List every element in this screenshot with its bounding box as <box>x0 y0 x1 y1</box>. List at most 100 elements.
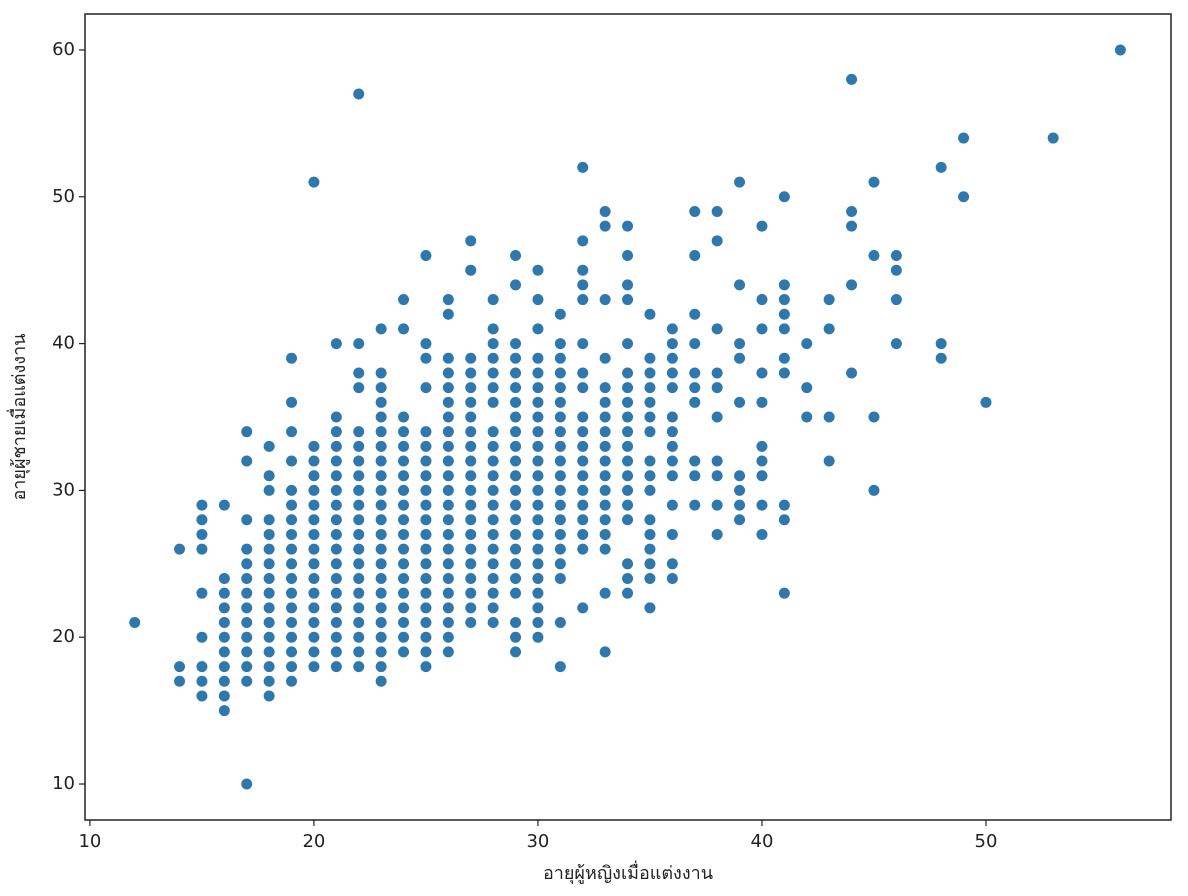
point <box>375 631 387 643</box>
point <box>241 675 253 687</box>
point <box>846 73 858 85</box>
point <box>353 382 365 394</box>
point <box>577 543 589 555</box>
point <box>689 396 701 408</box>
point <box>218 617 230 629</box>
point <box>644 470 656 482</box>
point <box>778 279 790 291</box>
point <box>644 558 656 570</box>
point <box>510 528 522 540</box>
point <box>622 411 634 423</box>
point <box>286 661 298 673</box>
point <box>644 572 656 584</box>
point <box>599 220 611 232</box>
point <box>554 455 566 467</box>
point <box>487 455 499 467</box>
point <box>577 367 589 379</box>
point <box>129 617 141 629</box>
point <box>622 294 634 306</box>
x-tick-label: 30 <box>526 831 549 852</box>
point <box>666 440 678 452</box>
point <box>487 470 499 482</box>
point <box>442 617 454 629</box>
point <box>532 587 544 599</box>
point <box>510 631 522 643</box>
point <box>644 382 656 394</box>
point <box>622 220 634 232</box>
point <box>420 572 432 584</box>
point <box>510 543 522 555</box>
point <box>241 572 253 584</box>
point <box>420 250 432 262</box>
point <box>442 602 454 614</box>
point <box>263 558 275 570</box>
point <box>218 631 230 643</box>
point <box>465 528 477 540</box>
point <box>398 411 410 423</box>
point <box>599 470 611 482</box>
point <box>711 470 723 482</box>
point <box>577 411 589 423</box>
point <box>689 250 701 262</box>
point <box>487 514 499 526</box>
point <box>487 352 499 364</box>
point <box>241 631 253 643</box>
point <box>756 470 768 482</box>
point <box>465 617 477 629</box>
point <box>622 470 634 482</box>
point <box>286 528 298 540</box>
point <box>599 528 611 540</box>
point <box>554 426 566 438</box>
point <box>330 338 342 350</box>
point <box>846 220 858 232</box>
point <box>846 205 858 217</box>
point <box>622 279 634 291</box>
point <box>442 587 454 599</box>
point <box>398 514 410 526</box>
point <box>980 396 992 408</box>
point <box>330 543 342 555</box>
point <box>599 499 611 511</box>
point <box>353 338 365 350</box>
point <box>577 338 589 350</box>
point <box>308 499 320 511</box>
point <box>532 455 544 467</box>
point <box>622 367 634 379</box>
point <box>734 396 746 408</box>
point <box>330 587 342 599</box>
point <box>420 499 432 511</box>
point <box>308 587 320 599</box>
point <box>218 690 230 702</box>
point <box>442 396 454 408</box>
point <box>532 426 544 438</box>
point <box>263 528 275 540</box>
point <box>823 455 835 467</box>
point <box>196 514 208 526</box>
point <box>846 367 858 379</box>
point <box>420 528 432 540</box>
point <box>510 426 522 438</box>
point <box>442 382 454 394</box>
point <box>353 455 365 467</box>
point <box>398 426 410 438</box>
point <box>308 484 320 496</box>
point <box>241 455 253 467</box>
point <box>599 543 611 555</box>
point <box>218 499 230 511</box>
point <box>196 499 208 511</box>
point <box>286 426 298 438</box>
point <box>756 323 768 335</box>
point <box>644 396 656 408</box>
point <box>510 250 522 262</box>
point <box>532 558 544 570</box>
point <box>263 631 275 643</box>
point <box>263 440 275 452</box>
plot-frame <box>84 13 1172 821</box>
point <box>689 367 701 379</box>
point <box>487 602 499 614</box>
point <box>375 323 387 335</box>
point <box>196 543 208 555</box>
point <box>756 528 768 540</box>
point <box>846 279 858 291</box>
point <box>353 499 365 511</box>
